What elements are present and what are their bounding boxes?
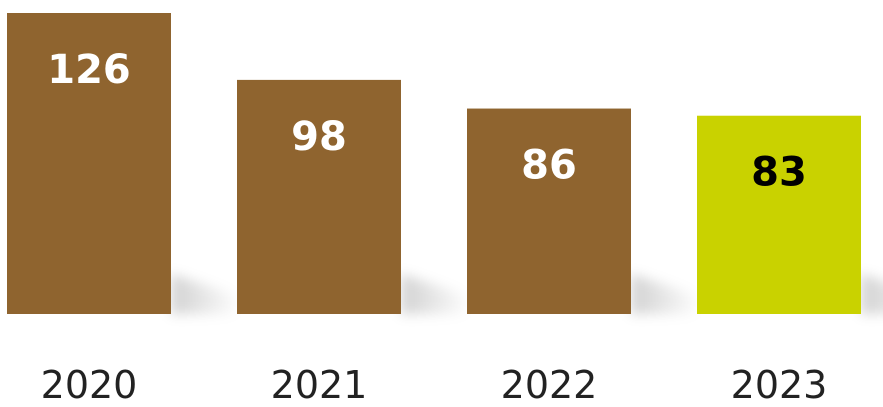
x-tick-label-2022: 2022 [501, 363, 598, 407]
x-tick-label-2020: 2020 [41, 363, 138, 407]
bar-2022 [467, 108, 631, 314]
bar-shadows [171, 274, 883, 314]
bar-value-label-2023: 83 [751, 150, 807, 196]
bar-2023 [697, 115, 861, 314]
value-labels-group: 126 98 86 83 [47, 47, 807, 196]
x-tick-label-2021: 2021 [271, 363, 368, 407]
bar-shadow-2023 [861, 274, 883, 314]
bar-shadow-2022 [631, 274, 701, 314]
bars-group [7, 13, 861, 314]
bar-shadow-2020 [171, 274, 241, 314]
bar-2020 [7, 13, 171, 314]
bar-value-label-2021: 98 [291, 114, 347, 160]
bar-shadow-2021 [401, 274, 471, 314]
x-tick-labels-group: 2020 2021 2022 2023 [41, 363, 828, 407]
bar-value-label-2020: 126 [47, 47, 131, 93]
bar-value-label-2022: 86 [521, 143, 577, 189]
x-tick-label-2023: 2023 [731, 363, 828, 407]
bar-2021 [237, 79, 401, 314]
